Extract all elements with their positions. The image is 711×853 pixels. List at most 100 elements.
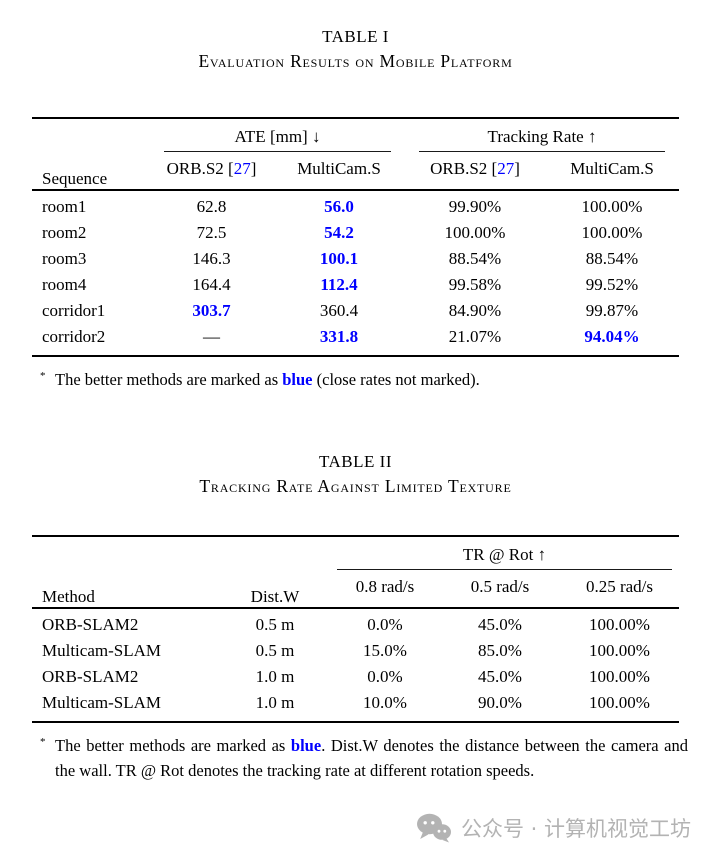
column-header-08rads: 0.8 rad/s (355, 577, 415, 596)
cell-value: 85.0% (478, 641, 522, 660)
cell-value: 88.54% (448, 249, 502, 268)
row-label: room1 (32, 189, 150, 220)
column-header-05rads: 0.5 rad/s (470, 577, 530, 596)
cell-value: 99.87% (585, 301, 639, 320)
table-row: Multicam-SLAM 0.5 m 15.0% 85.0% 100.00% (32, 638, 679, 664)
table2-label: TABLE II (319, 452, 392, 471)
footnote-text: The better methods are marked as blue. D… (55, 733, 688, 783)
highlighted-text: blue (290, 736, 322, 755)
cell-value: 15.0% (363, 641, 407, 660)
table1: Sequence ATE [mm] ↓ Tracking Rate ↑ ORB.… (32, 117, 680, 357)
column-header-tr-multicam: MultiCam.S (545, 152, 679, 190)
cell-value: 100.00% (589, 693, 650, 712)
cell-value: 1.0 m (255, 667, 295, 686)
cell-value: 62.8 (150, 189, 273, 220)
column-header-method: Method (42, 587, 95, 606)
watermark-text: 公众号 · 计算机视觉工坊 (460, 817, 691, 841)
row-label: room3 (42, 249, 87, 268)
table2-footnote: * The better methods are marked as blue.… (38, 733, 688, 783)
table-row: room1 62.8 56.0 99.90% 100.00% (32, 189, 680, 220)
row-label: ORB-SLAM2 (32, 607, 220, 638)
column-header-ate-multicam: MultiCam.S (273, 152, 405, 190)
table-row: room2 72.5 54.2 100.00% 100.00% (32, 220, 679, 246)
citation-link[interactable]: 27 (233, 159, 251, 178)
table1-title: Evaluation Results on Mobile Platform (198, 51, 513, 71)
cell-value: 45.0% (440, 607, 560, 638)
tr-rot-group-rule (337, 569, 672, 570)
cell-value: 88.54% (585, 249, 639, 268)
highlighted-text: blue (282, 370, 313, 389)
text-segment: The better methods are marked as (55, 736, 291, 755)
cell-value: 100.00% (589, 641, 650, 660)
cell-value: 99.52% (585, 275, 639, 294)
table-row: room4 164.4 112.4 99.58% 99.52% (32, 272, 679, 298)
cell-value: 100.00% (545, 189, 680, 220)
citation-link[interactable]: 27 (497, 159, 515, 178)
table1-body: room1 62.8 56.0 99.90% 100.00% room2 72.5 54.2 1… (32, 189, 680, 356)
row-label: room4 (42, 275, 87, 294)
column-group-tr-rot-label: TR @ Rot ↑ (462, 545, 547, 564)
cell-value: 1.0 m (255, 693, 295, 712)
cell-value: 99.58% (448, 275, 502, 294)
text-segment: MultiCam.S (570, 159, 654, 178)
cell-value: 94.04% (584, 327, 640, 346)
table-row: ORB-SLAM2 1.0 m 0.0% 45.0% 100.00% (32, 664, 679, 690)
cell-value: 112.4 (320, 275, 358, 294)
row-label: ORB-SLAM2 (42, 667, 139, 686)
tracking-group-rule (419, 151, 666, 152)
text-segment: ORB.S2 [ (430, 159, 498, 178)
cell-value: 0.0% (367, 667, 403, 686)
table2-body: ORB-SLAM2 0.5 m 0.0% 45.0% 100.00% Multicam-S… (32, 607, 679, 722)
column-group-ate-label: ATE [mm] ↓ (234, 127, 321, 146)
footnote-marker: * (40, 370, 46, 382)
footnote-text: The better methods are marked as blue (c… (55, 367, 480, 392)
table2: Method Dist.W TR @ Rot ↑ 0.8 rad/s 0.5 r… (32, 535, 679, 723)
text-segment: . Dist.W denotes the distance between th… (55, 736, 688, 780)
cell-value: 21.07% (448, 327, 502, 346)
table2-title: Tracking Rate Against Limited Texture (199, 476, 512, 496)
cell-value: 0.5 m (255, 641, 295, 660)
cell-value: 0.5 m (220, 607, 330, 638)
text-segment: The better methods are marked as (55, 370, 283, 389)
table1-caption-block: TABLE I Evaluation Results on Mobile Pla… (0, 0, 711, 72)
table1-footnote: * The better methods are marked as blue … (38, 367, 688, 392)
row-label: room2 (42, 223, 87, 242)
column-group-tracking-rate: Tracking Rate ↑ (405, 118, 679, 152)
row-label: Multicam-SLAM (42, 693, 161, 712)
cell-value: 72.5 (196, 223, 227, 242)
column-group-ate: ATE [mm] ↓ (150, 118, 405, 152)
cell-value: 10.0% (363, 693, 407, 712)
text-segment: MultiCam.S (297, 159, 381, 178)
cell-value: 146.3 (192, 249, 231, 268)
column-header-distw: Dist.W (250, 587, 300, 606)
cell-value: — (203, 327, 220, 346)
footnote-marker: * (40, 736, 46, 748)
cell-value: 331.8 (319, 327, 359, 346)
wechat-official-account-icon (416, 813, 451, 843)
cell-value: 100.00% (581, 223, 643, 242)
table2-caption-block: TABLE II Tracking Rate Against Limited T… (0, 452, 711, 497)
column-header-tr-orbs2: ORB.S2 [27] (405, 152, 545, 190)
column-header-sequence: Sequence (42, 169, 108, 188)
cell-value: 84.90% (448, 301, 502, 320)
column-group-tracking-rate-label: Tracking Rate ↑ (487, 127, 597, 146)
column-group-tr-rot: TR @ Rot ↑ (330, 536, 679, 570)
cell-value: 164.4 (192, 275, 231, 294)
ate-group-rule (164, 151, 391, 152)
cell-value: 100.1 (319, 249, 359, 268)
text-segment: (close rates not marked). (312, 370, 480, 389)
table-row: corridor1 303.7 360.4 84.90% 99.87% (32, 298, 679, 324)
cell-value: 100.00% (444, 223, 506, 242)
watermark: 公众号 · 计算机视觉工坊 (416, 813, 691, 843)
table-row: ORB-SLAM2 0.5 m 0.0% 45.0% 100.00% (32, 607, 679, 638)
table1-label: TABLE I (322, 27, 389, 46)
text-segment: ] (250, 159, 257, 178)
cell-value: 99.90% (405, 189, 545, 220)
column-header-025rads: 0.25 rad/s (585, 577, 654, 596)
text-segment: ORB.S2 [ (166, 159, 234, 178)
table-row: corridor2 — 331.8 21.07% 94.04% (32, 324, 679, 356)
cell-value: 100.00% (589, 667, 650, 686)
table-row: room3 146.3 100.1 88.54% 88.54% (32, 246, 679, 272)
cell-value: 0.0% (330, 607, 440, 638)
